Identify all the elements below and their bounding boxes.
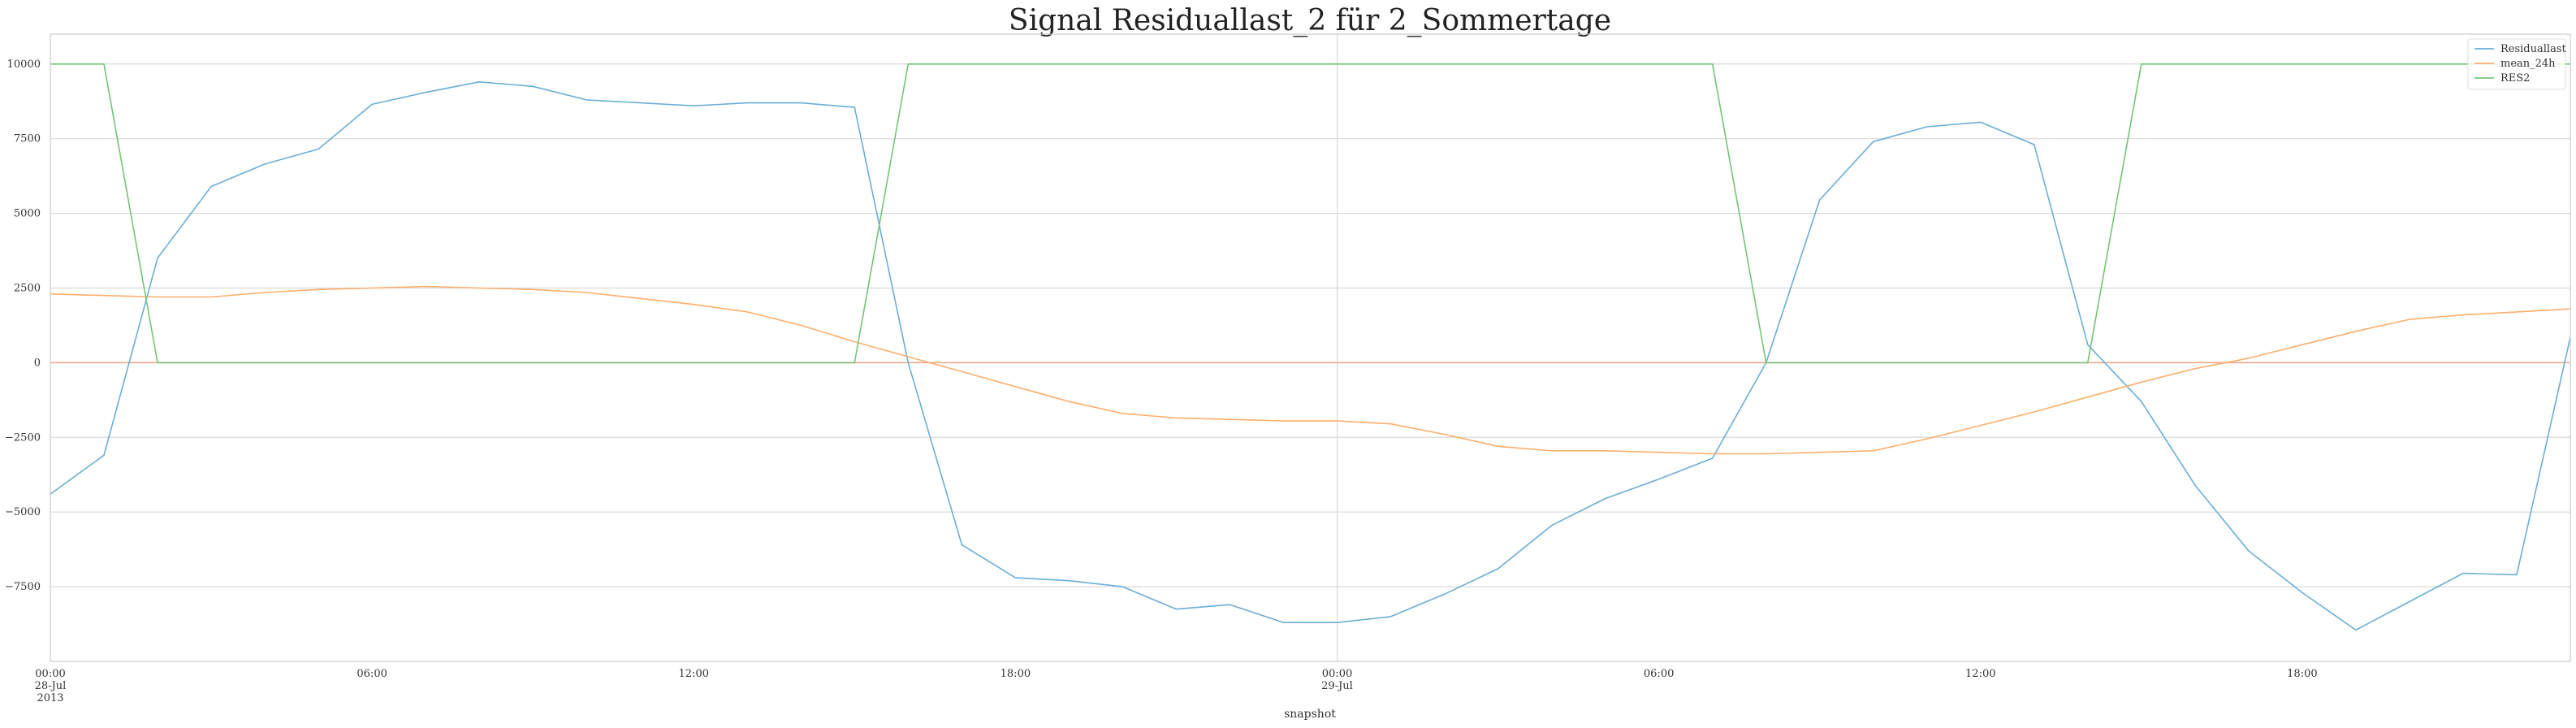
- x-tick-year-label: 2013: [37, 692, 63, 704]
- y-axis-ticks: 10000 7500 5000 2500 0 −2500 −5000 −7500: [5, 58, 41, 593]
- x-tick-label: 06:00: [357, 668, 387, 680]
- plot-frame: [50, 33, 2571, 662]
- legend-label: Residuallast: [2500, 43, 2566, 55]
- x-tick-label: 12:00: [1965, 668, 1995, 680]
- y-tick-label: 5000: [14, 208, 41, 220]
- x-tick-label: 12:00: [679, 668, 709, 680]
- y-tick-label: −2500: [5, 431, 41, 444]
- y-tick-label: 7500: [14, 133, 41, 145]
- series-line-residuallast: [50, 81, 2571, 631]
- x-tick-date-label: 29-Jul: [1321, 680, 1353, 692]
- series-line-mean_24h: [50, 285, 2571, 455]
- x-tick-label: 00:00: [35, 668, 65, 680]
- legend-label: RES2: [2500, 72, 2530, 84]
- legend-box: [2467, 38, 2566, 90]
- grid-lines: [50, 34, 2570, 661]
- series-lines: [50, 63, 2571, 631]
- series-line-res2: [50, 63, 2570, 364]
- y-tick-label: 10000: [7, 58, 41, 71]
- x-axis-label: snapshot: [1284, 708, 1336, 721]
- x-tick-date-label: 28-Jul: [35, 680, 67, 692]
- x-tick-label: 18:00: [1001, 668, 1031, 680]
- y-tick-label: 2500: [14, 282, 41, 294]
- y-tick-label: −5000: [5, 506, 41, 518]
- x-tick-label: 18:00: [2287, 668, 2317, 680]
- x-tick-label: 06:00: [1644, 668, 1674, 680]
- legend: Residuallast mean_24h RES2: [2467, 38, 2566, 90]
- chart-title: Signal Residuallast_2 für 2_Sommertage: [1009, 4, 1611, 37]
- y-tick-label: 0: [34, 357, 41, 369]
- y-tick-label: −7500: [5, 581, 41, 593]
- x-tick-label: 00:00: [1322, 668, 1352, 680]
- legend-label: mean_24h: [2500, 58, 2556, 70]
